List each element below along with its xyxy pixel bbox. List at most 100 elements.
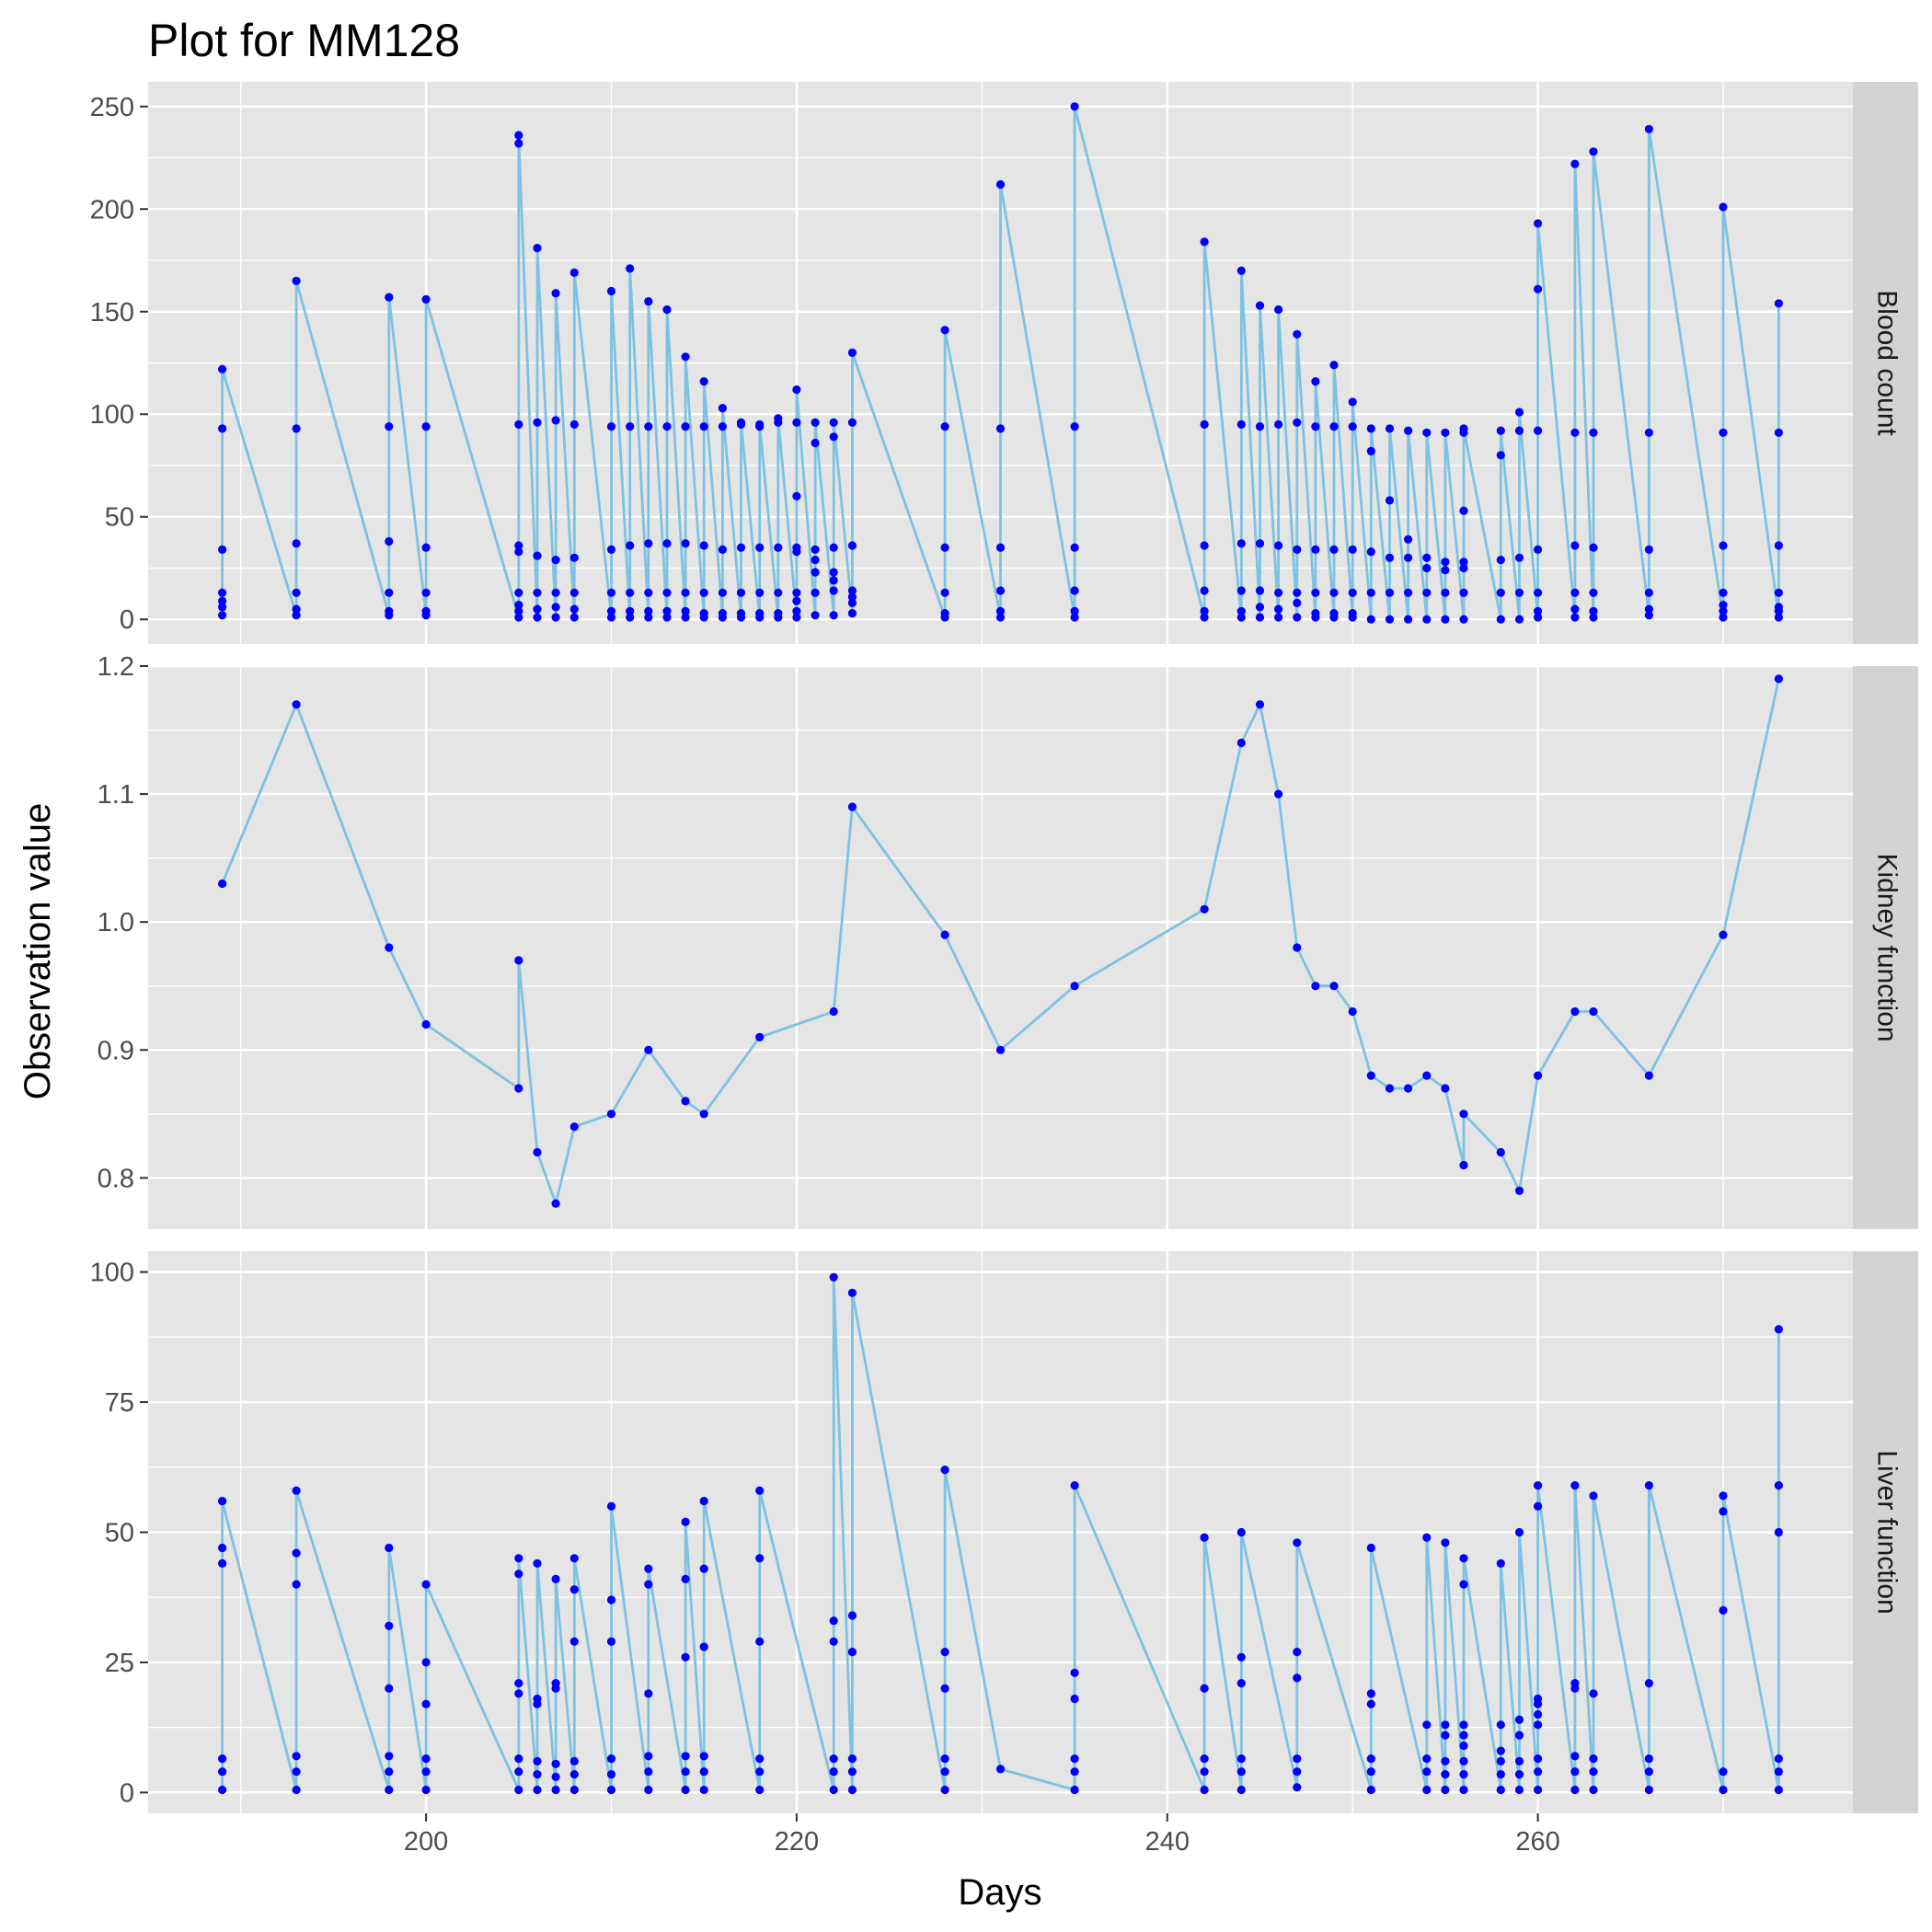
data-point [1274,541,1283,550]
data-point [514,601,523,610]
data-point [218,1543,227,1553]
data-point [514,613,523,622]
data-point [1570,588,1580,597]
data-point [569,1785,579,1795]
data-point [644,1689,653,1698]
data-point [1441,588,1450,597]
data-point [1644,1754,1653,1764]
data-point [1311,609,1320,618]
data-point [1459,615,1468,624]
data-point [829,1785,838,1795]
data-point [569,1756,579,1765]
data-point [718,422,728,431]
data-point [847,1785,857,1795]
data-point [385,1752,394,1761]
data-point [1514,1186,1524,1195]
data-point [1329,588,1339,597]
data-point [1366,1785,1375,1795]
data-point [699,541,708,550]
data-point [1774,588,1783,597]
data-point [940,1767,949,1777]
data-point [1200,420,1209,429]
y-axis-title: Observation value [17,803,58,1099]
data-point [626,541,635,550]
data-point [699,1785,708,1795]
data-point [514,606,523,615]
data-point [1496,1558,1505,1568]
data-point [514,131,523,140]
data-point [1348,422,1357,431]
data-point [811,611,820,620]
y-tick-label: 100 [90,400,134,430]
data-point [1774,1785,1783,1795]
data-point [1255,603,1265,612]
data-point [1385,424,1395,433]
data-point [699,588,708,597]
data-point [626,588,635,597]
data-point [681,539,690,548]
data-point [606,1754,616,1764]
data-point [1570,159,1580,168]
data-point [847,1754,857,1764]
data-point [995,586,1006,595]
y-tick-label: 50 [105,503,134,533]
data-point [606,588,616,597]
data-point [681,422,690,431]
data-point [385,422,394,431]
data-point [1422,563,1432,573]
data-point [792,385,801,395]
data-point [1459,588,1468,597]
data-point [1459,1720,1468,1730]
data-point [1311,588,1320,597]
data-point [811,556,820,565]
data-point [1236,1679,1246,1688]
data-point [644,297,653,306]
data-point [1534,1767,1543,1777]
data-point [551,1759,560,1768]
data-point [1441,615,1450,624]
y-tick-label: 100 [90,1259,134,1288]
data-point [1293,1673,1302,1683]
data-point [1404,588,1413,597]
data-point [1459,1160,1468,1170]
data-point [421,1754,431,1764]
data-point [514,541,523,550]
data-point [533,613,542,622]
data-point [699,422,708,431]
data-point [1719,1785,1728,1795]
data-point [1514,1715,1524,1724]
data-point [829,1767,838,1777]
data-point [626,264,635,273]
data-point [385,1767,394,1777]
data-point [995,543,1006,552]
data-point [681,1767,690,1777]
data-point [1570,1752,1580,1761]
y-tick-label: 75 [105,1388,134,1418]
data-point [755,420,765,429]
data-point [829,586,838,595]
data-point [218,611,227,620]
x-axis-title: Days [958,1872,1041,1913]
data-point [551,613,560,622]
data-point [847,609,857,618]
data-point [514,1679,523,1688]
data-point [1774,1481,1783,1490]
data-point [1274,588,1283,597]
data-point [1293,943,1302,952]
data-point [292,1486,301,1495]
data-point [1496,451,1505,460]
data-point [551,416,560,425]
data-point [1329,609,1339,618]
data-point [1459,558,1468,567]
data-point [1589,1689,1598,1698]
data-point [1329,422,1339,431]
data-point [569,588,579,597]
data-point [626,422,635,431]
data-point [1070,982,1079,991]
data-point [1366,588,1375,597]
panel-blood-count: 0 50 100 150 200 250 Blood count [90,82,1918,644]
data-point [1385,496,1395,505]
data-point [1348,1006,1357,1017]
data-point [1719,541,1728,550]
data-point [1404,553,1413,562]
